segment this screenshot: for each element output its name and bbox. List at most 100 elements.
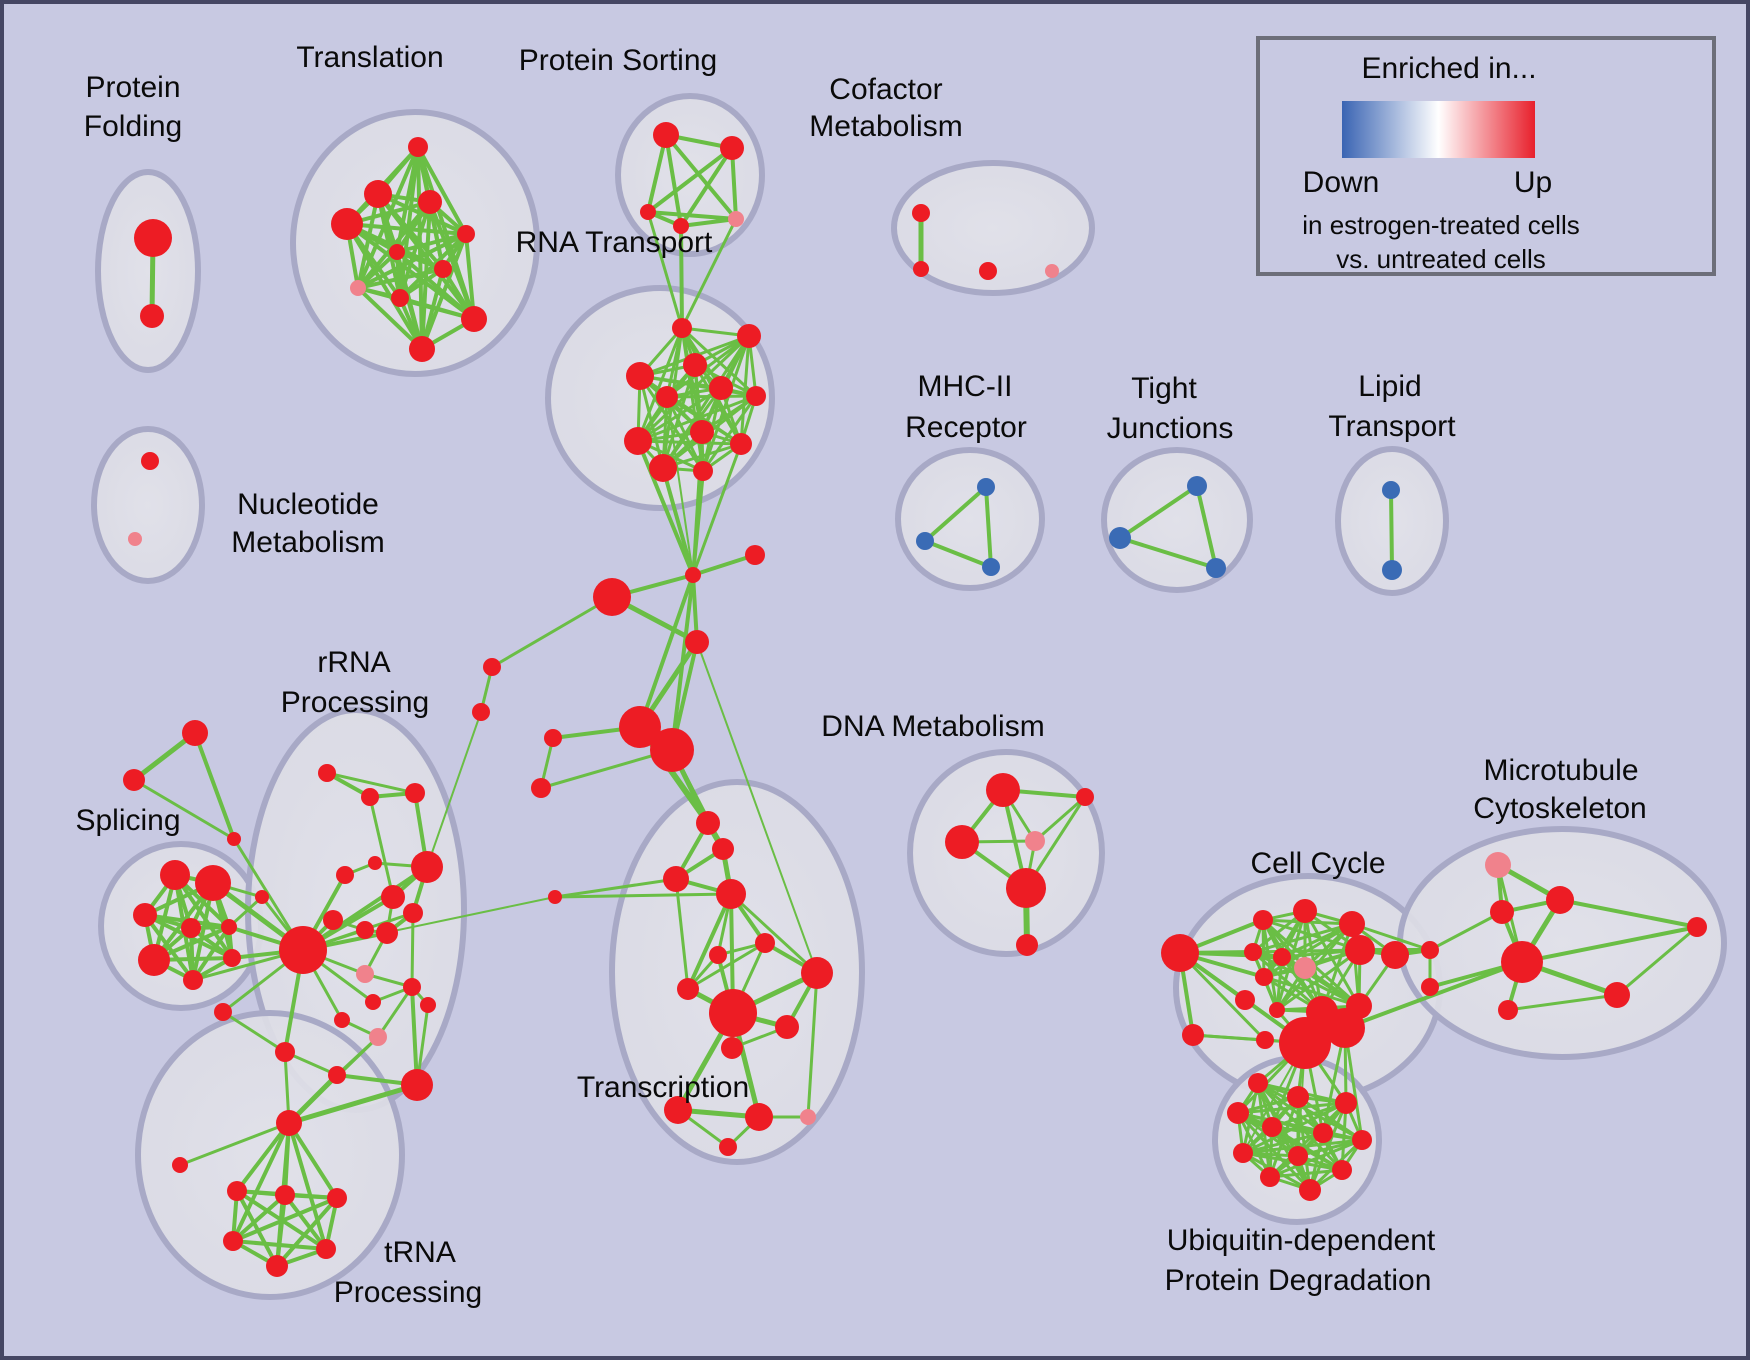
network-node[interactable]: [316, 1239, 336, 1259]
network-node[interactable]: [1255, 968, 1273, 986]
network-node[interactable]: [745, 545, 765, 565]
network-node[interactable]: [709, 946, 727, 964]
network-node[interactable]: [696, 811, 720, 835]
network-node[interactable]: [1501, 941, 1543, 983]
network-node[interactable]: [128, 532, 142, 546]
network-node[interactable]: [685, 630, 709, 654]
network-node[interactable]: [369, 1028, 387, 1046]
network-node[interactable]: [1187, 476, 1207, 496]
network-node[interactable]: [1235, 990, 1255, 1010]
network-node[interactable]: [223, 949, 241, 967]
network-node[interactable]: [624, 427, 652, 455]
network-node[interactable]: [1490, 900, 1514, 924]
network-node[interactable]: [1253, 910, 1273, 930]
network-node[interactable]: [977, 478, 995, 496]
network-node[interactable]: [434, 260, 452, 278]
network-node[interactable]: [1604, 982, 1630, 1008]
network-node[interactable]: [276, 1110, 302, 1136]
network-node[interactable]: [409, 336, 435, 362]
network-node[interactable]: [334, 1012, 350, 1028]
network-node[interactable]: [483, 658, 501, 676]
network-node[interactable]: [986, 773, 1020, 807]
network-node[interactable]: [403, 903, 423, 923]
network-node[interactable]: [979, 262, 997, 280]
network-node[interactable]: [1227, 1102, 1249, 1124]
network-node[interactable]: [1006, 868, 1046, 908]
network-node[interactable]: [418, 190, 442, 214]
network-node[interactable]: [1273, 948, 1291, 966]
network-node[interactable]: [275, 1185, 295, 1205]
network-node[interactable]: [1016, 934, 1038, 956]
network-node[interactable]: [1182, 1024, 1204, 1046]
network-node[interactable]: [693, 461, 713, 481]
network-node[interactable]: [593, 578, 631, 616]
network-node[interactable]: [461, 306, 487, 332]
network-node[interactable]: [650, 728, 694, 772]
network-node[interactable]: [123, 769, 145, 791]
network-node[interactable]: [673, 218, 689, 234]
network-node[interactable]: [221, 919, 237, 935]
network-node[interactable]: [331, 208, 363, 240]
network-node[interactable]: [405, 783, 425, 803]
network-node[interactable]: [1256, 1031, 1274, 1049]
network-node[interactable]: [160, 860, 190, 890]
network-node[interactable]: [1313, 1123, 1333, 1143]
network-node[interactable]: [266, 1255, 288, 1277]
network-node[interactable]: [690, 420, 714, 444]
network-node[interactable]: [408, 137, 428, 157]
network-node[interactable]: [640, 204, 656, 220]
network-node[interactable]: [1485, 852, 1511, 878]
network-node[interactable]: [364, 180, 392, 208]
network-node[interactable]: [1546, 886, 1574, 914]
network-node[interactable]: [1294, 957, 1316, 979]
network-node[interactable]: [656, 386, 678, 408]
network-node[interactable]: [548, 890, 562, 904]
network-node[interactable]: [709, 376, 733, 400]
network-node[interactable]: [457, 225, 475, 243]
network-node[interactable]: [134, 219, 172, 257]
network-node[interactable]: [1687, 917, 1707, 937]
network-node[interactable]: [800, 1109, 816, 1125]
network-node[interactable]: [755, 933, 775, 953]
network-node[interactable]: [1045, 264, 1059, 278]
network-node[interactable]: [544, 729, 562, 747]
network-node[interactable]: [172, 1157, 188, 1173]
network-node[interactable]: [1262, 1117, 1282, 1137]
network-node[interactable]: [1293, 899, 1317, 923]
network-node[interactable]: [365, 994, 381, 1010]
network-node[interactable]: [1299, 1179, 1321, 1201]
network-node[interactable]: [664, 1096, 692, 1124]
network-node[interactable]: [140, 304, 164, 328]
network-node[interactable]: [728, 211, 744, 227]
network-node[interactable]: [945, 825, 979, 859]
network-node[interactable]: [183, 970, 203, 990]
network-node[interactable]: [677, 978, 699, 1000]
network-node[interactable]: [133, 903, 157, 927]
network-node[interactable]: [746, 386, 766, 406]
network-node[interactable]: [1161, 934, 1199, 972]
network-node[interactable]: [195, 865, 231, 901]
network-node[interactable]: [420, 997, 436, 1013]
network-node[interactable]: [912, 204, 930, 222]
network-node[interactable]: [389, 244, 405, 260]
network-node[interactable]: [1421, 941, 1439, 959]
network-node[interactable]: [1076, 788, 1094, 806]
network-node[interactable]: [279, 926, 327, 974]
network-node[interactable]: [376, 922, 398, 944]
network-node[interactable]: [649, 454, 677, 482]
network-node[interactable]: [1421, 978, 1439, 996]
network-node[interactable]: [663, 866, 689, 892]
network-node[interactable]: [275, 1042, 295, 1062]
network-node[interactable]: [1244, 943, 1262, 961]
network-node[interactable]: [1325, 1008, 1365, 1048]
network-node[interactable]: [255, 890, 269, 904]
network-node[interactable]: [685, 567, 701, 583]
network-node[interactable]: [1269, 1002, 1285, 1018]
network-node[interactable]: [1352, 1130, 1372, 1150]
network-node[interactable]: [227, 1181, 247, 1201]
network-node[interactable]: [356, 965, 374, 983]
network-node[interactable]: [411, 851, 443, 883]
network-node[interactable]: [745, 1103, 773, 1131]
network-node[interactable]: [737, 324, 761, 348]
network-node[interactable]: [683, 353, 707, 377]
